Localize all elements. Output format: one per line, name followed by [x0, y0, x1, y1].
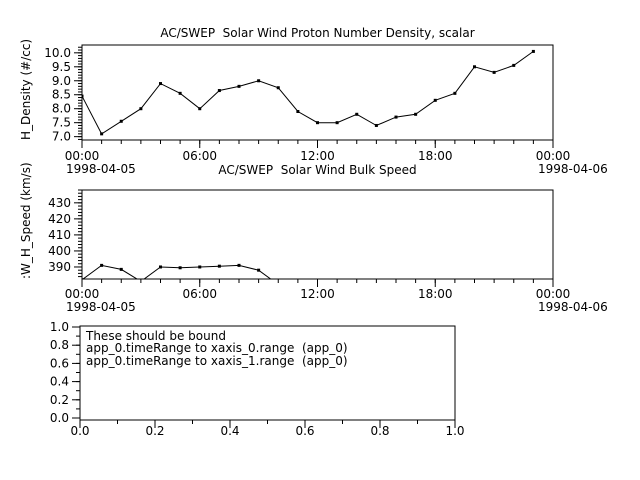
panel2-ytick-label: 1.0	[50, 320, 69, 334]
data-point-marker	[119, 119, 123, 123]
panel2-xtick-label: 0.6	[295, 424, 314, 438]
panel1-title: AC/SWEP Solar Wind Bulk Speed	[218, 163, 417, 177]
data-point-marker	[531, 49, 535, 53]
panel0-yaxis-label: H_Density (#/cc)	[19, 38, 33, 140]
panel2: 0.0 0.2 0.4 0.6 0.8 1.0 0.0 0.2 0.4 0.6 0.8 1.0	[50, 320, 465, 438]
panel1-plot-area[interactable]	[81, 189, 554, 280]
data-point-marker	[82, 278, 84, 279]
panel1-xtick-label: 00:00	[536, 287, 571, 301]
data-point-marker	[198, 107, 202, 111]
panel0-ytick-label: 7.5	[52, 116, 71, 130]
panel2-xtick-label: 0.2	[145, 424, 164, 438]
data-point-marker	[178, 91, 182, 95]
panel2-yaxis[interactable]: 0.0 0.2 0.4 0.6 0.8 1.0	[50, 320, 80, 425]
panel0-xtick-label: 06:00	[182, 149, 217, 163]
panel1-xtick-label: 18:00	[418, 287, 453, 301]
annotation-line-3: app_0.timeRange to xaxis_1.range (app_0)	[86, 353, 348, 368]
data-point-marker	[277, 283, 280, 286]
annotation-line-1: These should be bound	[86, 329, 226, 343]
data-point-marker	[355, 112, 359, 116]
panel1-ytick-label: 420	[48, 212, 71, 226]
binding-annotation: These should be bound app_0.timeRange to…	[86, 329, 348, 368]
data-point-marker	[100, 132, 104, 136]
panel1-ytick-label: 430	[48, 196, 71, 210]
panel1-date-right: 1998-04-06	[538, 300, 608, 314]
data-point-marker	[82, 94, 84, 98]
panel1-series	[82, 263, 280, 286]
panel2-ytick-label: 0.6	[50, 356, 69, 370]
data-point-marker	[159, 265, 162, 269]
data-point-marker	[217, 89, 221, 93]
data-point-marker	[100, 263, 104, 267]
data-point-marker	[394, 115, 398, 119]
data-point-marker	[414, 112, 418, 116]
panel2-xtick-label: 1.0	[445, 424, 464, 438]
panel0-xtick-label: 12:00	[300, 149, 335, 163]
panel1-xtick-label: 12:00	[300, 287, 335, 301]
panel0-plot-area[interactable]	[81, 44, 554, 141]
panel1-yaxis[interactable]: 390 400 410 420 430	[48, 189, 82, 278]
panel0-ytick-label: 9.5	[52, 60, 71, 74]
panel2-xtick-label: 0.8	[370, 424, 389, 438]
panel0-title: AC/SWEP Solar Wind Proton Number Density…	[160, 26, 475, 40]
data-point-marker	[374, 123, 378, 127]
panel1-ytick-label: 400	[48, 244, 71, 258]
data-point-marker	[257, 268, 261, 272]
panel0-ytick-label: 9.0	[52, 74, 71, 88]
annotation-line-2: app_0.timeRange to xaxis_0.range (app_0)	[86, 341, 348, 356]
panel0-ytick-label: 8.5	[52, 88, 71, 102]
panel0-xtick-label: 18:00	[418, 149, 453, 163]
panel2-ytick-label: 0.8	[50, 338, 69, 352]
data-point-marker	[453, 91, 457, 95]
panel1-ytick-label: 410	[48, 228, 71, 242]
panel1-ytick-label: 390	[48, 260, 71, 274]
panel2-ytick-label: 0.0	[50, 411, 69, 425]
data-point-marker	[316, 121, 319, 125]
panel1-date-left: 1998-04-05	[66, 300, 136, 314]
panel2-xtick-label: 0.0	[70, 424, 89, 438]
panel2-xaxis[interactable]: 0.0 0.2 0.4 0.6 0.8 1.0	[70, 420, 465, 438]
panel0: 7.07.58.08.59.09.510.0 00:00 06:00 12:00 18:…	[44, 44, 571, 163]
data-point-marker	[473, 65, 476, 69]
panel1: 390 400 410 420 430 00:00 06:00 12:00 18:00 00:00	[48, 189, 571, 301]
panel0-ytick-label: 7.0	[52, 130, 71, 144]
data-point-marker	[492, 70, 496, 74]
data-point-marker	[198, 265, 202, 269]
data-point-marker	[119, 267, 123, 271]
data-point-marker	[257, 79, 261, 83]
data-point-marker	[433, 98, 437, 102]
panel0-date-right: 1998-04-06	[538, 162, 608, 176]
data-point-marker	[159, 82, 162, 86]
data-point-marker	[178, 266, 182, 270]
panel1-xaxis[interactable]: 00:00 06:00 12:00 18:00 00:00	[65, 279, 571, 301]
data-point-marker	[335, 121, 339, 125]
panel0-ytick-label: 8.0	[52, 102, 71, 116]
panel0-date-left: 1998-04-05	[66, 162, 136, 176]
panel1-xtick-label: 00:00	[65, 287, 100, 301]
data-point-marker	[296, 110, 300, 113]
panel0-yaxis[interactable]: 7.07.58.08.59.09.510.0	[44, 46, 82, 144]
data-point-marker	[237, 84, 241, 88]
panel0-xaxis[interactable]: 00:00 06:00 12:00 18:00 00:00	[65, 140, 571, 163]
data-point-marker	[512, 63, 516, 67]
panel1-yaxis-label: :W_H_Speed (km/s)	[19, 162, 33, 279]
data-point-marker	[237, 263, 241, 267]
panel0-ytick-label: 10.0	[44, 46, 71, 60]
panel2-xtick-label: 0.4	[220, 424, 239, 438]
panel0-xtick-label: 00:00	[536, 149, 571, 163]
panel0-series	[82, 49, 535, 136]
data-point-marker	[139, 107, 143, 111]
panel1-xtick-label: 06:00	[182, 287, 217, 301]
data-point-marker	[217, 264, 221, 268]
panel2-ytick-label: 0.2	[50, 393, 69, 407]
data-point-marker	[276, 86, 280, 90]
panel0-xtick-label: 00:00	[65, 149, 100, 163]
panel2-ytick-label: 0.4	[50, 375, 69, 389]
